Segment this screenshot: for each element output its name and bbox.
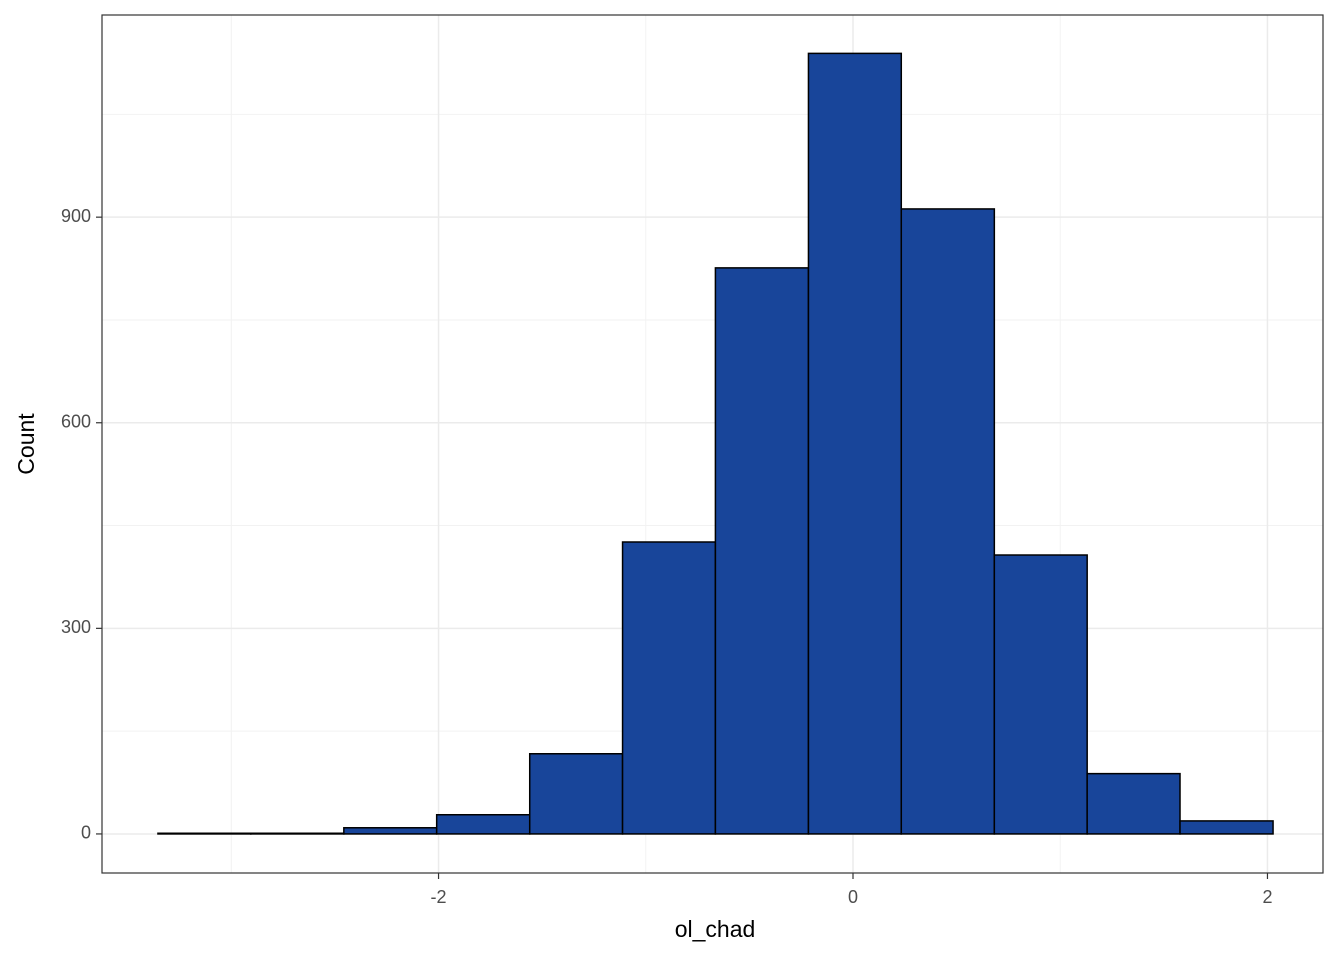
bar (621, 541, 717, 835)
bar (807, 52, 903, 835)
y-tick-label: 0 (81, 823, 91, 843)
bar (528, 753, 624, 835)
x-axis-title: ol_chad (675, 916, 756, 942)
bar (435, 813, 531, 835)
y-tick-label: 900 (61, 206, 91, 226)
bar (714, 267, 810, 835)
x-tick-label: 2 (1262, 887, 1272, 907)
y-tick-label: 300 (61, 617, 91, 637)
plot-border (101, 14, 1324, 874)
bar (993, 554, 1088, 835)
bar (1086, 772, 1181, 835)
bar (900, 208, 996, 835)
bar (343, 827, 438, 835)
x-tick-label: 0 (848, 887, 858, 907)
y-tick-label: 600 (61, 412, 91, 432)
y-axis-title: Count (13, 413, 39, 475)
bar (1179, 820, 1274, 835)
x-tick-label: -2 (431, 887, 447, 907)
bar (157, 832, 252, 835)
bar (250, 832, 345, 835)
